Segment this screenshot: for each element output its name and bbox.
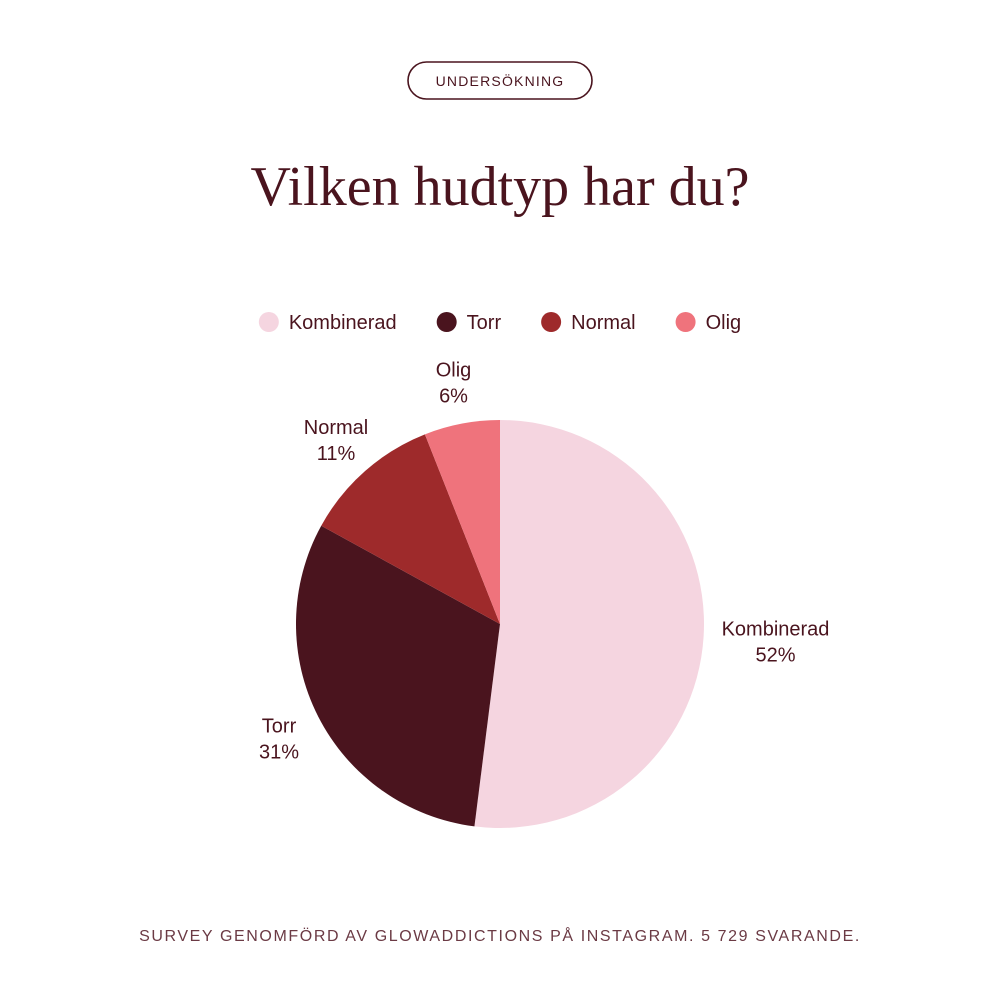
- slice-name: Normal: [304, 417, 368, 439]
- pie-slice: [424, 420, 500, 624]
- legend-item: Torr: [436, 312, 502, 334]
- slice-value: 52%: [755, 645, 795, 667]
- badge: UNDERSÖKNING: [436, 72, 565, 89]
- legend-swatch: [258, 312, 279, 332]
- slice-value: 31%: [259, 742, 299, 764]
- pie-slice: [295, 525, 500, 827]
- legend-item: Normal: [541, 312, 636, 334]
- slice-name: Olig: [436, 359, 472, 381]
- pie-slice: [474, 420, 704, 828]
- slice-name: Torr: [262, 716, 297, 738]
- pie-slice: [321, 434, 500, 624]
- legend-item: Kombinerad: [258, 312, 397, 334]
- legend: Kombinerad Torr Normal Olig: [258, 312, 742, 334]
- slice-value: 11%: [317, 443, 356, 465]
- legend-label: Olig: [706, 312, 742, 334]
- slice-value: 6%: [439, 385, 468, 407]
- badge-outline: [407, 61, 593, 100]
- footnote: SURVEY GENOMFÖRD AV GLOWADDICTIONS PÅ IN…: [139, 926, 861, 945]
- legend-swatch: [436, 312, 457, 332]
- legend-label: Torr: [467, 312, 502, 334]
- pie: Kombinerad 52% Torr 31% Normal 11% Olig 6%: [259, 359, 829, 828]
- legend-swatch: [675, 312, 696, 332]
- legend-item: Olig: [675, 312, 742, 334]
- slice-name: Kombinerad: [722, 619, 830, 641]
- legend-label: Kombinerad: [289, 312, 397, 334]
- legend-swatch: [541, 312, 562, 332]
- legend-label: Normal: [571, 312, 635, 334]
- chart-title: Vilken hudtyp har du?: [251, 156, 750, 218]
